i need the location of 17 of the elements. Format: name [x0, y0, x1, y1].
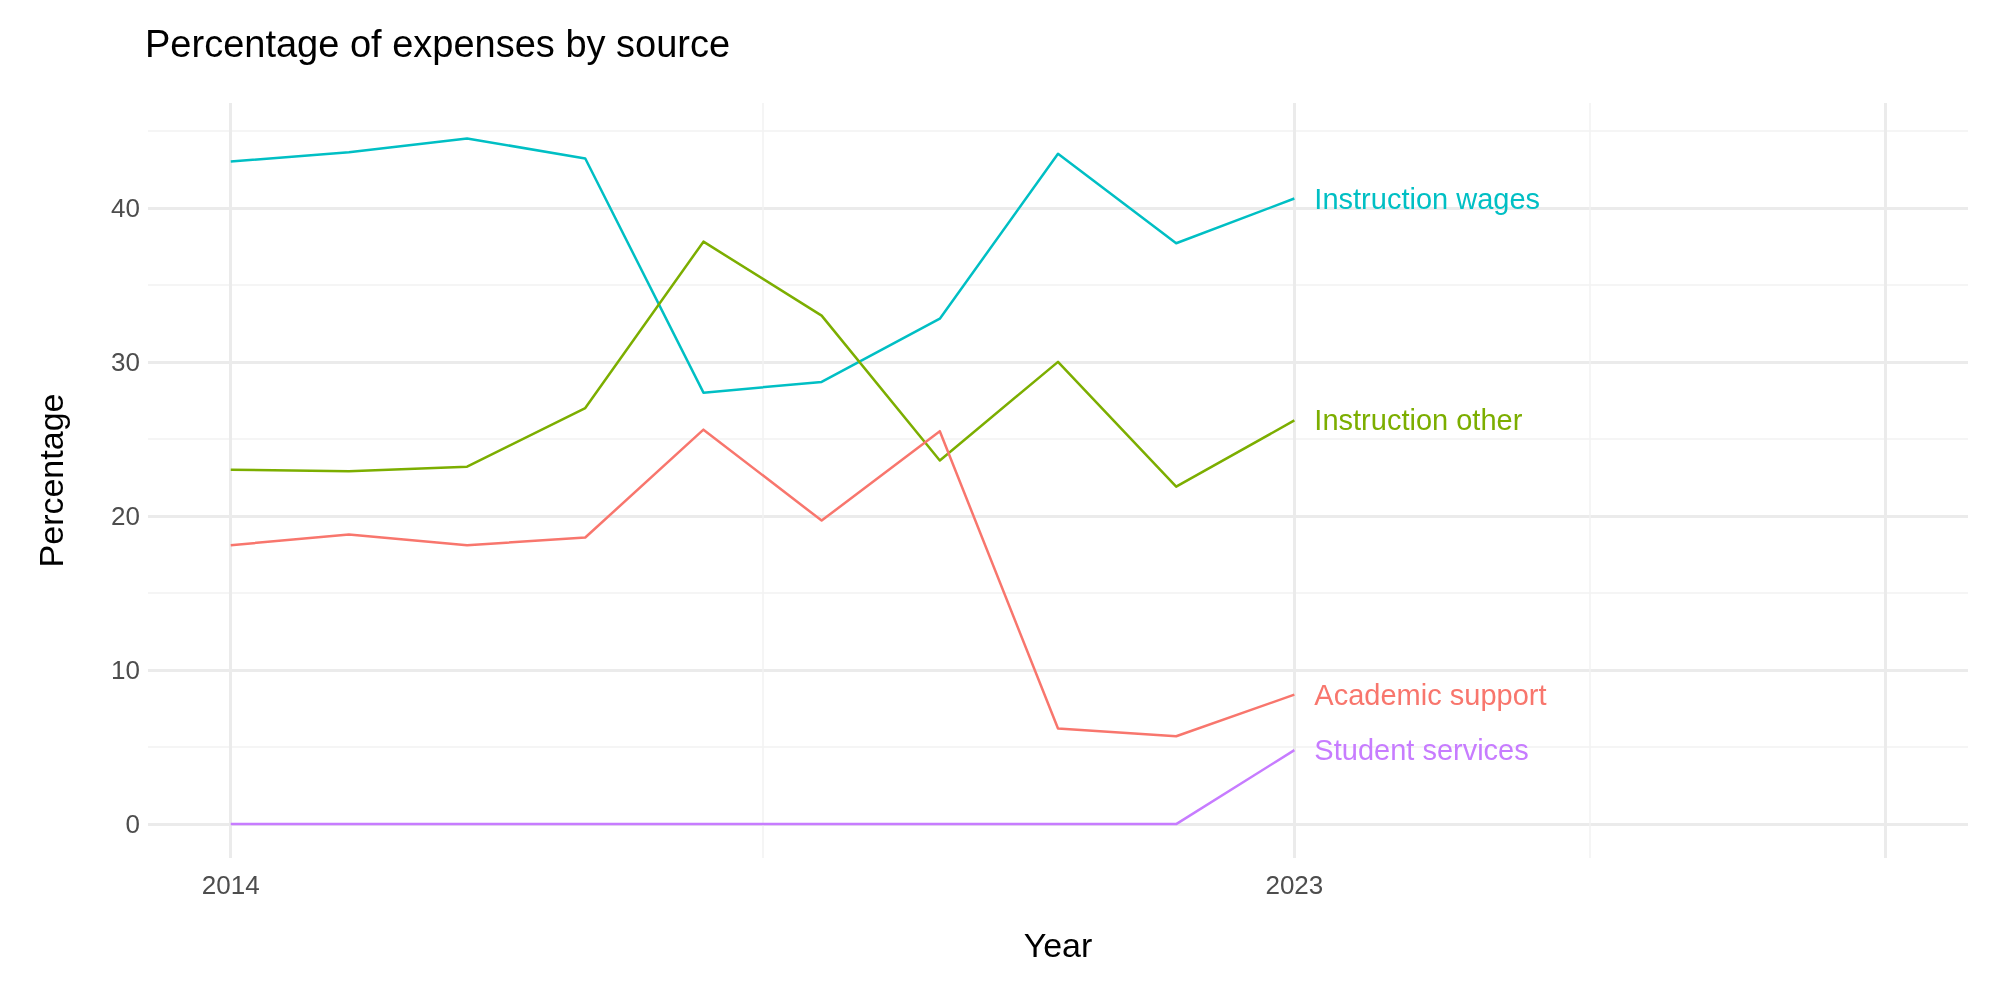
- y-tick-label: 30: [111, 346, 140, 377]
- line-series: [229, 428, 1296, 738]
- y-tick-label: 20: [111, 500, 140, 531]
- series-label: Academic support: [1314, 678, 1547, 711]
- series-label: Student services: [1314, 734, 1529, 767]
- series-label: Instruction other: [1314, 404, 1523, 437]
- line-series: [229, 240, 1296, 488]
- x-tick-label: 2023: [1265, 870, 1324, 900]
- series-label: Instruction wages: [1314, 182, 1541, 215]
- y-tick-label: 10: [111, 655, 140, 686]
- chart-title: Percentage of expenses by source: [145, 23, 731, 65]
- y-tick-label: 0: [125, 809, 140, 840]
- y-tick-label: 40: [111, 192, 140, 223]
- x-axis-title: Year: [1023, 926, 1093, 964]
- x-tick-label: 2014: [201, 870, 260, 900]
- line-series: [229, 137, 1296, 394]
- y-axis-title: Percentage: [32, 393, 70, 568]
